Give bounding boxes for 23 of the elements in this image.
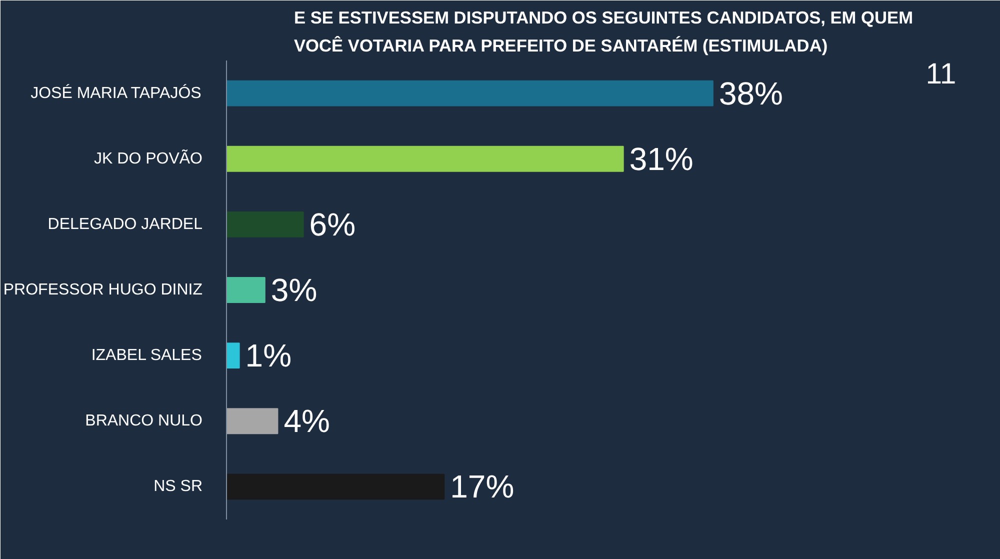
data-label: 17% (450, 468, 514, 505)
data-label: 4% (284, 403, 330, 440)
bar (226, 80, 714, 106)
y-tick-label: NS SR (154, 478, 203, 496)
text: 11 (926, 58, 956, 90)
chart-title: E SE ESTIVESSEM DISPUTANDO OS SEGUINTES CANDIDATOS, EM QUEM VOCÊ VOTARIA PARA PREFEITO DE SANTARÉM (ESTIMULADA) (294, 8, 914, 56)
data-label: 38% (718, 75, 783, 112)
bar (226, 408, 278, 434)
data-label: 3% (270, 272, 318, 308)
bar (226, 211, 304, 238)
y-tick-label: JOSÉ MARIA TAPAJÓS (30, 84, 202, 102)
y-tick-label: BRANCO NULO (85, 412, 203, 430)
data-label: 31% (629, 140, 694, 177)
y-tick-label: JK DO POVÃO (94, 148, 202, 168)
y-tick-label: IZABEL SALES (91, 347, 202, 364)
bar (226, 277, 266, 303)
data-label: 1% (245, 338, 292, 374)
bar (226, 342, 240, 369)
data-label: 6% (309, 206, 356, 242)
bar (226, 146, 624, 172)
y-tick-label: DELEGADO JARDEL (48, 216, 203, 233)
y-tick-label: PROFESSOR HUGO DINIZ (3, 282, 203, 298)
bar (226, 474, 445, 500)
